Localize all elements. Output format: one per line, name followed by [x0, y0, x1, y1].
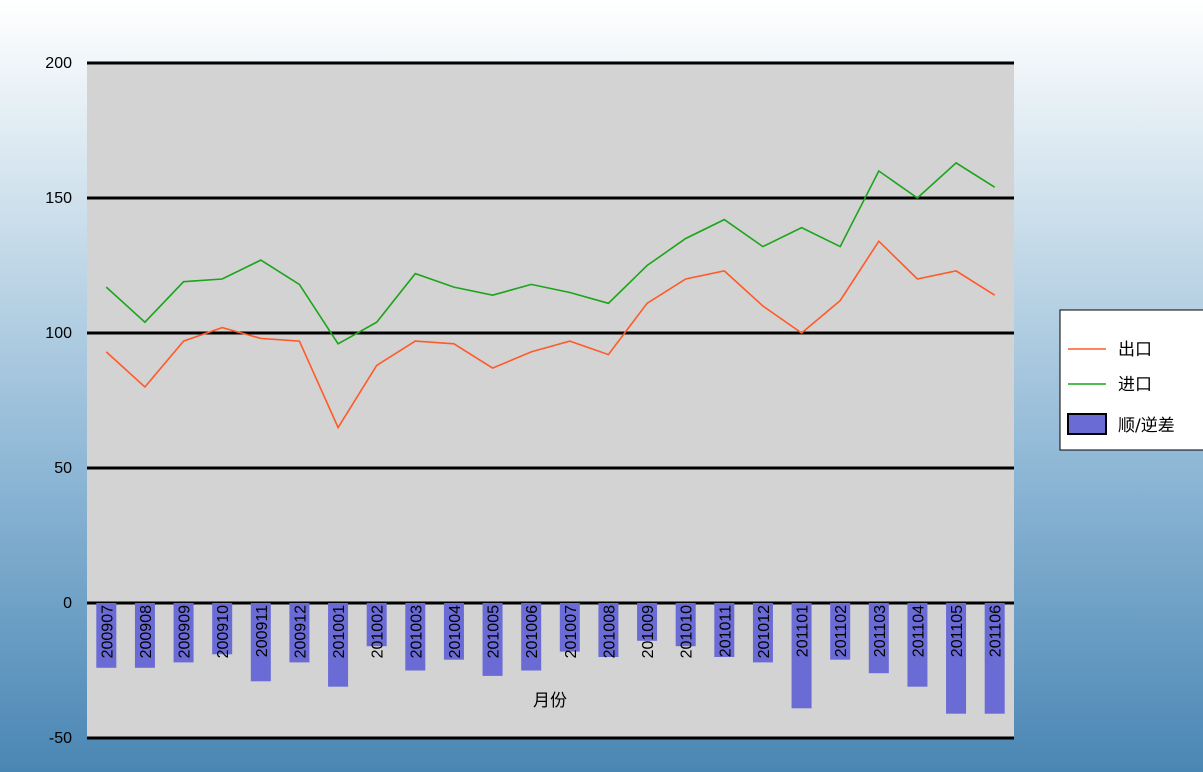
bar [714, 603, 735, 657]
bar [946, 603, 967, 714]
x-tick-label: 201003 [408, 605, 425, 658]
x-tick-label: 201103 [872, 605, 889, 657]
x-tick-label: 201012 [756, 605, 773, 658]
x-tick-label: 201104 [910, 605, 927, 657]
x-tick-label: 201101 [795, 605, 812, 657]
x-tick-label: 200911 [254, 605, 271, 657]
x-tick-label: 200909 [177, 605, 194, 658]
legend-label-export: 出口 [1118, 340, 1152, 360]
x-tick-label: 201102 [833, 605, 850, 657]
x-tick-label: 201106 [988, 605, 1005, 657]
bar [752, 603, 773, 663]
bar [134, 603, 155, 668]
bar [482, 603, 503, 676]
x-tick-label: 201005 [486, 605, 503, 658]
bar [328, 603, 349, 687]
bar [675, 603, 696, 647]
bar [559, 603, 580, 652]
plot-area [87, 63, 1014, 738]
line-series [105, 161, 996, 430]
bar [366, 603, 387, 647]
series-line-import [105, 161, 996, 345]
bar [868, 603, 889, 674]
bar [212, 603, 233, 655]
y-tick-label: 100 [45, 325, 72, 342]
x-tick-label: 201002 [370, 605, 387, 658]
bar [250, 603, 271, 682]
x-tick-label: 200907 [99, 605, 116, 658]
y-tick-label: 150 [45, 190, 72, 207]
x-tick-label: 201011 [717, 605, 734, 657]
y-tick-label: 200 [45, 55, 72, 72]
bar [289, 603, 310, 663]
bar [173, 603, 194, 663]
bar [984, 603, 1005, 714]
x-tick-label: 201007 [563, 605, 580, 658]
bar [443, 603, 464, 660]
bar [405, 603, 426, 671]
legend: 出口 进口 顺/逆差 [1059, 309, 1203, 451]
bar [521, 603, 542, 671]
bar [830, 603, 851, 660]
x-axis-title: 月份 [533, 691, 567, 711]
x-tick-label: 201006 [524, 605, 541, 658]
y-axis-ticks: -50 0 50 100 150 200 [45, 55, 72, 747]
legend-label-balance: 顺/逆差 [1118, 416, 1175, 436]
x-tick-label: 200912 [292, 605, 309, 658]
x-tick-label: 200910 [215, 605, 232, 658]
series-line-export [105, 239, 996, 430]
bar [907, 603, 928, 687]
bar [637, 603, 658, 641]
x-tick-label: 201105 [949, 605, 966, 657]
bar-series [96, 603, 1005, 714]
x-tick-label: 201010 [679, 605, 696, 658]
x-axis-labels: 200907 200908 200909 200910 200911 200912 2010… [99, 605, 1004, 658]
x-tick-label: 201009 [640, 605, 657, 658]
y-tick-label: -50 [49, 730, 72, 747]
bar [598, 603, 619, 657]
bar [791, 603, 812, 709]
legend-swatch-balance [1067, 413, 1107, 435]
y-tick-label: 0 [63, 595, 72, 612]
bar [96, 603, 117, 668]
x-tick-label: 201004 [447, 605, 464, 658]
y-tick-label: 50 [54, 460, 72, 477]
x-tick-label: 201008 [601, 605, 618, 658]
x-tick-label: 200908 [138, 605, 155, 658]
legend-label-import: 进口 [1118, 375, 1152, 395]
x-tick-label: 201001 [331, 605, 348, 658]
